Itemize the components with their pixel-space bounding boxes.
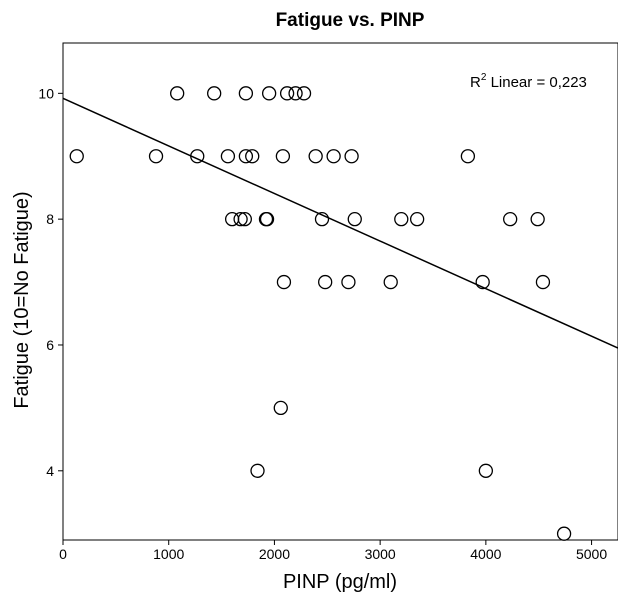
- data-point: [326, 149, 341, 164]
- data-point: [220, 149, 236, 164]
- data-point: [460, 149, 476, 164]
- data-point: [344, 149, 359, 164]
- data-point: [535, 274, 551, 290]
- data-point: [347, 212, 362, 227]
- data-point: [238, 149, 254, 164]
- data-point: [341, 274, 356, 290]
- data-point: [503, 212, 518, 227]
- regression-line: [62, 97, 618, 349]
- plot-area: 0 1000 2000 3000 4000 5000 4 6 8 10: [38, 42, 618, 562]
- x-tick-label: 1000: [153, 546, 184, 562]
- data-point: [475, 274, 490, 290]
- data-point: [409, 212, 425, 227]
- data-point: [170, 86, 185, 101]
- data-point: [250, 463, 265, 478]
- x-tick-label: 0: [59, 546, 67, 562]
- data-point: [288, 86, 303, 101]
- data-point: [530, 212, 545, 227]
- data-point: [478, 463, 494, 478]
- data-point: [308, 149, 323, 164]
- data-point: [148, 149, 164, 164]
- data-point: [237, 212, 252, 227]
- data-point: [276, 274, 292, 290]
- data-point: [259, 212, 275, 227]
- x-tick-label: 3000: [365, 546, 396, 562]
- x-axis-title: PINP (pg/ml): [283, 571, 397, 593]
- data-point: [190, 149, 205, 164]
- data-point: [556, 526, 572, 541]
- data-point: [245, 149, 260, 164]
- data-point: [261, 86, 277, 101]
- data-point: [314, 212, 330, 227]
- y-tick-label: 10: [38, 85, 54, 101]
- data-point: [275, 149, 291, 164]
- x-tick-label: 5000: [576, 546, 607, 562]
- data-point: [318, 274, 333, 290]
- plot-frame: [62, 42, 618, 541]
- x-tick-label: 2000: [259, 546, 290, 562]
- data-point: [279, 86, 295, 101]
- data-point: [383, 274, 398, 290]
- data-point: [69, 149, 84, 164]
- data-point: [296, 86, 312, 101]
- x-tick-label: 4000: [470, 546, 501, 562]
- data-point: [233, 212, 248, 227]
- data-point: [273, 400, 288, 416]
- y-tick-label: 8: [46, 211, 54, 227]
- y-tick-label: 6: [46, 337, 54, 353]
- y-tick-label: 4: [46, 463, 54, 479]
- r-squared-annotation: R2 Linear = 0,223: [470, 72, 587, 91]
- data-point: [207, 86, 222, 101]
- y-axis-title: Fatigue (10=No Fatigue): [11, 191, 33, 408]
- data-point: [394, 212, 409, 227]
- data-point: [258, 212, 274, 227]
- data-point: [238, 86, 254, 101]
- chart-title: Fatigue vs. PINP: [276, 10, 425, 31]
